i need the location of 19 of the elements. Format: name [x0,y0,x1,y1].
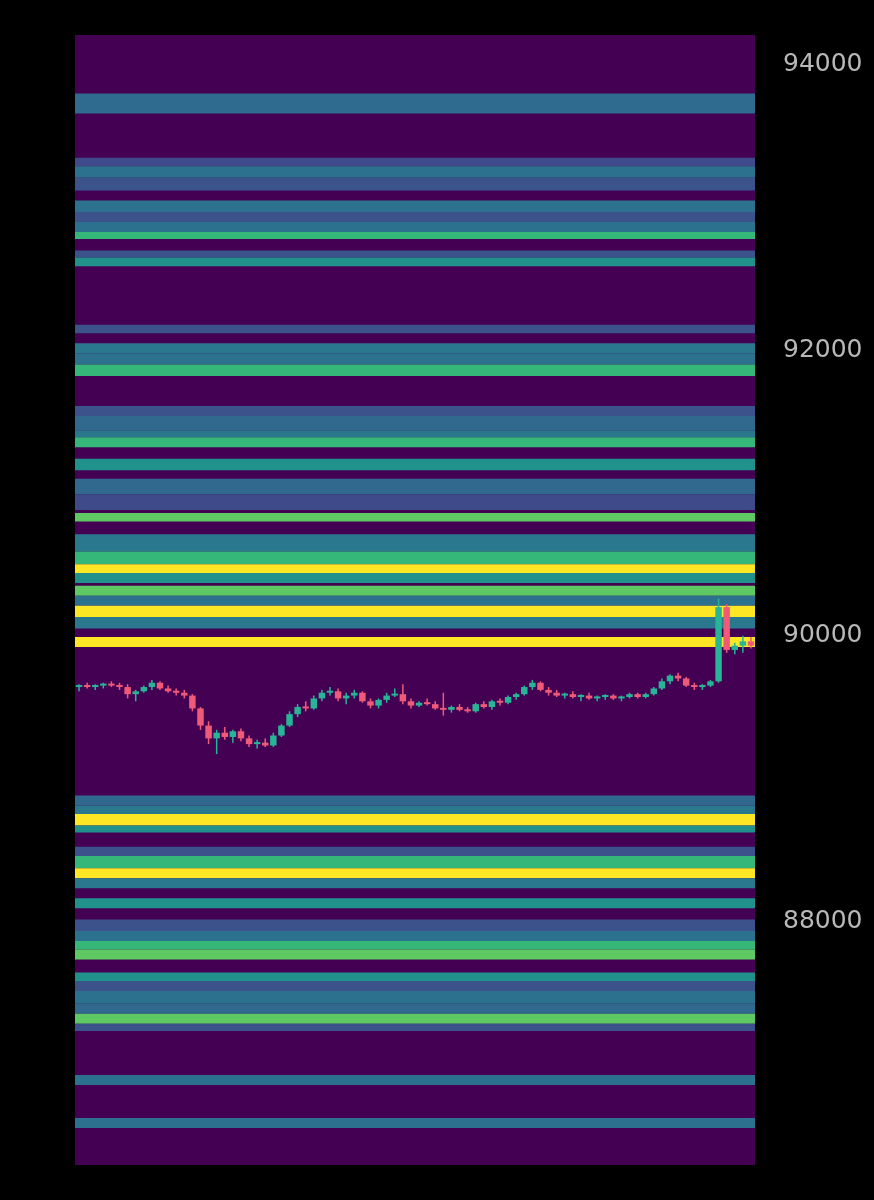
candlestick [423,697,431,707]
y-tick-label: 94000 [783,48,863,78]
candlestick [440,691,447,717]
candlestick [262,737,269,748]
y-tick-label: 92000 [783,333,863,363]
candlestick [391,687,398,698]
y-tick-label: 88000 [783,904,863,934]
y-tick-label: 90000 [783,619,863,649]
candlestick [213,729,220,755]
candlestick [399,683,407,705]
candlestick [577,693,585,703]
candlestick [253,739,261,750]
candlestick [197,706,204,731]
candlestick [75,683,83,693]
candlestick [172,687,180,697]
candlestick [496,697,504,707]
candlestick [739,634,747,654]
candlestick [205,720,212,745]
candlestick [326,686,334,697]
